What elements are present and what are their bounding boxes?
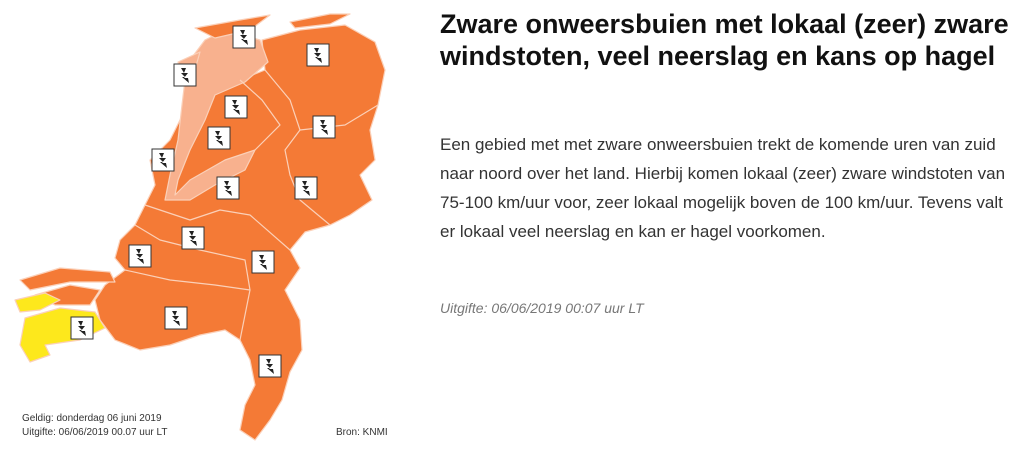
lightning-warning-icon bbox=[164, 306, 188, 330]
lightning-warning-icon bbox=[181, 226, 205, 250]
lightning-warning-icon bbox=[294, 176, 318, 200]
lightning-warning-icon bbox=[306, 43, 330, 67]
lightning-warning-icon bbox=[251, 250, 275, 274]
lightning-warning-icon bbox=[312, 115, 336, 139]
lightning-warning-icon bbox=[151, 148, 175, 172]
lightning-warning-icon bbox=[70, 316, 94, 340]
issued-timestamp: Uitgifte: 06/06/2019 00:07 uur LT bbox=[440, 300, 644, 316]
lightning-warning-icon bbox=[216, 176, 240, 200]
issued-date: Uitgifte: 06/06/2019 00.07 uur LT bbox=[22, 427, 168, 438]
lightning-warning-icon bbox=[128, 244, 152, 268]
lightning-warning-icon bbox=[258, 354, 282, 378]
lightning-warning-icon bbox=[232, 25, 256, 49]
warning-map bbox=[14, 13, 386, 441]
lightning-warning-icon bbox=[224, 95, 248, 119]
valid-date: Geldig: donderdag 06 juni 2019 bbox=[22, 413, 162, 424]
source: Bron: KNMI bbox=[336, 427, 388, 438]
region-orange bbox=[94, 24, 386, 441]
lightning-warning-icon bbox=[173, 63, 197, 87]
warning-title: Zware onweersbuien met lokaal (zeer) zwa… bbox=[440, 9, 1009, 71]
lightning-warning-icon bbox=[207, 126, 231, 150]
warning-description: Een gebied met met zware onweersbuien tr… bbox=[440, 135, 1006, 241]
